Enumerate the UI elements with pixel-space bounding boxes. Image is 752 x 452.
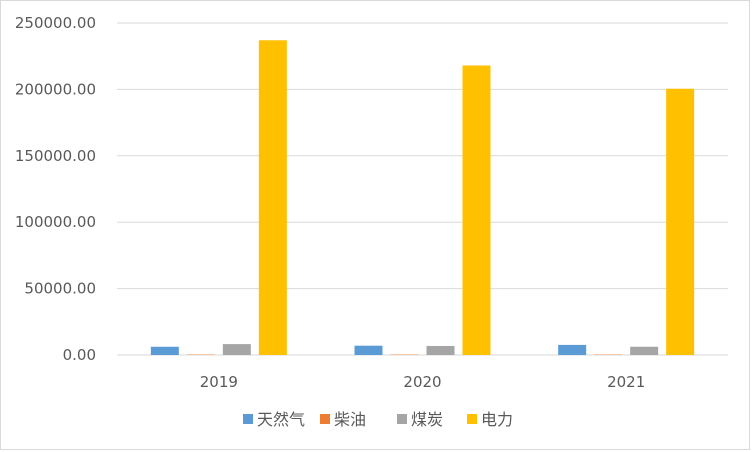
legend-label: 电力 — [481, 410, 513, 429]
legend-label: 天然气 — [257, 410, 305, 429]
x-axis-ticks: 2019 2020 2021 — [200, 373, 646, 391]
bar-2020-1 — [354, 345, 383, 355]
bar-2020-4 — [462, 65, 491, 355]
bars — [150, 40, 695, 356]
y-tick-label: 0.00 — [63, 346, 96, 364]
x-tick-label: 2019 — [200, 373, 238, 391]
bar-2020-3 — [426, 345, 455, 355]
y-tick-label: 50000.00 — [24, 280, 96, 298]
legend-label: 柴油 — [334, 410, 366, 429]
legend: 天然气 柴油 煤炭 电力 — [243, 410, 513, 429]
y-tick-label: 150000.00 — [15, 147, 96, 165]
y-tick-label: 250000.00 — [15, 14, 96, 32]
bar-2019-3 — [222, 344, 251, 355]
legend-label: 煤炭 — [411, 410, 443, 429]
x-tick-label: 2020 — [403, 373, 441, 391]
bar-2019-1 — [150, 346, 179, 355]
bar-2021-3 — [630, 346, 659, 355]
y-axis-ticks: 0.00 50000.00 100000.00 150000.00 200000.00 2… — [15, 14, 96, 364]
x-tick-label: 2021 — [607, 373, 645, 391]
y-tick-label: 100000.00 — [15, 213, 96, 231]
legend-swatch — [243, 414, 253, 424]
bar-2021-1 — [558, 344, 587, 355]
bar-2021-4 — [666, 88, 695, 356]
legend-swatch — [397, 414, 407, 424]
legend-swatch — [467, 414, 477, 424]
y-tick-label: 200000.00 — [15, 80, 96, 98]
legend-swatch — [320, 414, 330, 424]
bar-2019-4 — [258, 40, 287, 355]
gridlines — [117, 22, 728, 356]
